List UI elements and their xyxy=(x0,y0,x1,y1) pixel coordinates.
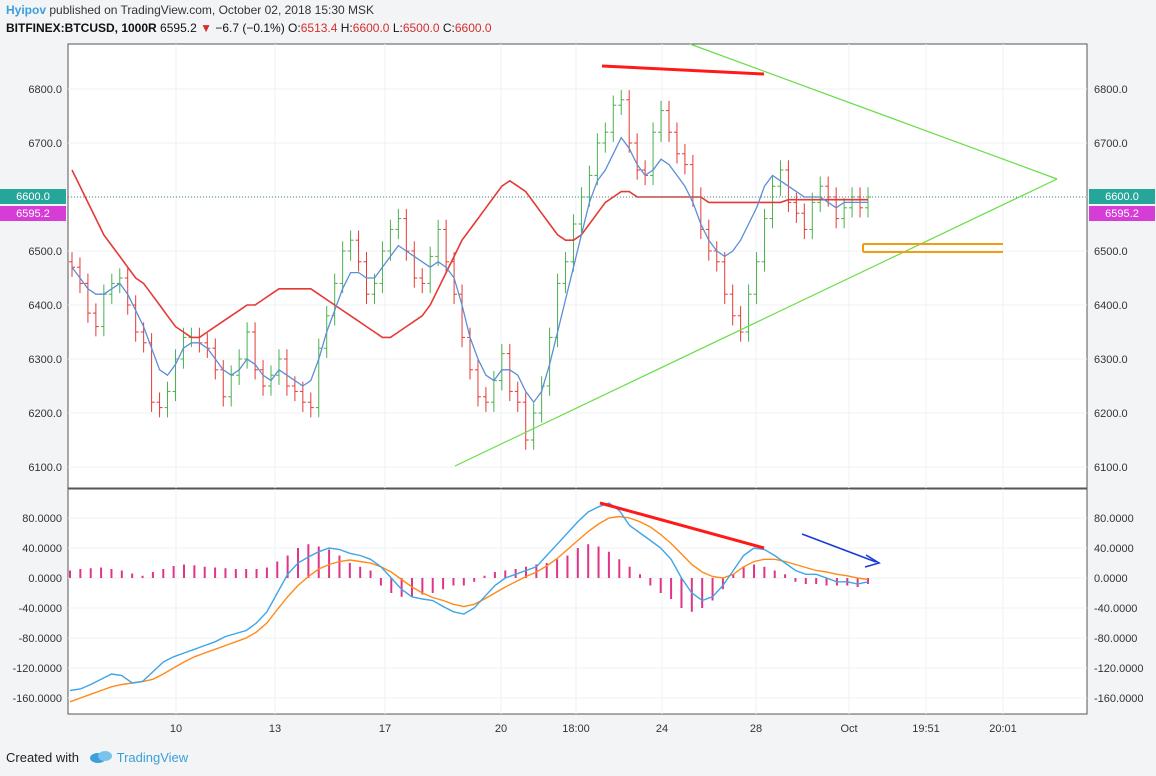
macd-pane xyxy=(67,488,1088,715)
trend-arrow-head-icon xyxy=(864,554,881,568)
open-value: 6513.4 xyxy=(300,21,338,35)
x-tick-label: 24 xyxy=(656,723,668,735)
price-badge-right xyxy=(1089,189,1155,204)
y-tick-label-right: 6100.0 xyxy=(1094,462,1128,474)
macd-tick-label-left: 40.0000 xyxy=(22,543,62,555)
y-tick-label-right: 6800.0 xyxy=(1094,84,1128,96)
y-tick-label-right: 6200.0 xyxy=(1094,408,1128,420)
macd-signal-line xyxy=(69,515,869,703)
x-tick-label: 17 xyxy=(379,723,391,735)
x-tick-label: 28 xyxy=(750,723,762,735)
high-value: 6600.0 xyxy=(352,21,390,35)
ma-badge-left xyxy=(0,206,66,221)
macd-divergence-line xyxy=(599,501,765,550)
macd-tick-label-right: -120.0000 xyxy=(1094,663,1144,675)
low-label: L: xyxy=(392,21,403,35)
price-badge-left xyxy=(0,189,66,204)
ma-badge-right xyxy=(1089,206,1155,221)
tradingview-logo-icon[interactable] xyxy=(89,750,113,767)
macd-tick-label-right: 0.0000 xyxy=(1094,573,1128,585)
open-label: O: xyxy=(288,21,301,35)
macd-tick-label-right: 80.0000 xyxy=(1094,513,1134,525)
y-tick-label-left: 6700.0 xyxy=(28,138,62,150)
y-tick-label-left: 6800.0 xyxy=(28,84,62,96)
y-tick-label-right: 6500.0 xyxy=(1094,246,1128,258)
macd-tick-label-left: -120.0000 xyxy=(12,663,62,675)
created-with-text: Created with xyxy=(6,750,79,765)
macd-tick-label-left: -80.0000 xyxy=(19,633,62,645)
last-price: 6595.2 xyxy=(160,21,197,35)
author-name[interactable]: Hyipov xyxy=(6,3,47,17)
x-tick-label: 13 xyxy=(269,723,281,735)
ma-fast-line xyxy=(71,136,868,404)
price-change: −6.7 (−0.1%) xyxy=(215,21,285,35)
ma-slow-line xyxy=(71,169,868,339)
ma-badge-right-text: 6595.2 xyxy=(1105,208,1139,220)
macd-tick-label-left: 80.0000 xyxy=(22,513,62,525)
publish-info: Hyipov published on TradingView.com, Oct… xyxy=(6,3,374,17)
y-tick-label-left: 6200.0 xyxy=(28,408,62,420)
close-value: 6600.0 xyxy=(454,21,492,35)
y-tick-label-left: 6500.0 xyxy=(28,246,62,258)
macd-tick-label-left: 0.0000 xyxy=(28,573,62,585)
x-tick-label: 10 xyxy=(170,723,182,735)
y-tick-label-left: 6300.0 xyxy=(28,354,62,366)
macd-tick-label-right: -80.0000 xyxy=(1094,633,1137,645)
y-tick-label-left: 6100.0 xyxy=(28,462,62,474)
x-tick-label: Oct xyxy=(840,723,857,735)
x-tick-label: 20:01 xyxy=(989,723,1017,735)
x-tick-label: 19:51 xyxy=(912,723,940,735)
y-tick-label-right: 6300.0 xyxy=(1094,354,1128,366)
symbol-legend: BITFINEX:BTCUSD, 1000R 6595.2 ▼ −6.7 (−0… xyxy=(6,21,492,35)
macd-tick-label-right: -160.0000 xyxy=(1094,693,1144,705)
y-tick-label-right: 6400.0 xyxy=(1094,300,1128,312)
macd-tick-label-left: -160.0000 xyxy=(12,693,62,705)
price-badge-right-text: 6600.0 xyxy=(1105,191,1139,203)
resistance-line xyxy=(601,64,765,76)
price-badge-left-text: 6600.0 xyxy=(16,191,50,203)
footer: Created with TradingView xyxy=(6,750,188,767)
y-tick-label-right: 6700.0 xyxy=(1094,138,1128,150)
y-tick-label-left: 6400.0 xyxy=(28,300,62,312)
tradingview-brand[interactable]: TradingView xyxy=(116,750,189,765)
triangle-lower-line xyxy=(454,178,1058,467)
macd-line xyxy=(69,502,869,692)
ma-badge-left-text: 6595.2 xyxy=(16,208,50,220)
macd-tick-label-right: -40.0000 xyxy=(1094,603,1137,615)
low-value: 6500.0 xyxy=(402,21,440,35)
x-tick-label: 20 xyxy=(495,723,507,735)
trend-arrow-line xyxy=(801,533,877,563)
symbol-name: BITFINEX:BTCUSD, 1000R xyxy=(6,21,157,35)
x-tick-label: 18:00 xyxy=(562,723,590,735)
triangle-upper-line xyxy=(689,43,1058,180)
published-text: published on TradingView.com, October 02… xyxy=(49,3,375,17)
macd-tick-label-right: 40.0000 xyxy=(1094,543,1134,555)
chart-canvas[interactable]: 10 13 17 20 18:00 24 28 Oct 19:51 20:01 6800.0 6800… xyxy=(0,0,1156,745)
price-pane xyxy=(67,43,1088,489)
macd-tick-label-left: -40.0000 xyxy=(19,603,62,615)
down-arrow-icon: ▼ xyxy=(200,21,212,35)
close-label: C: xyxy=(442,21,455,35)
high-label: H: xyxy=(340,21,353,35)
